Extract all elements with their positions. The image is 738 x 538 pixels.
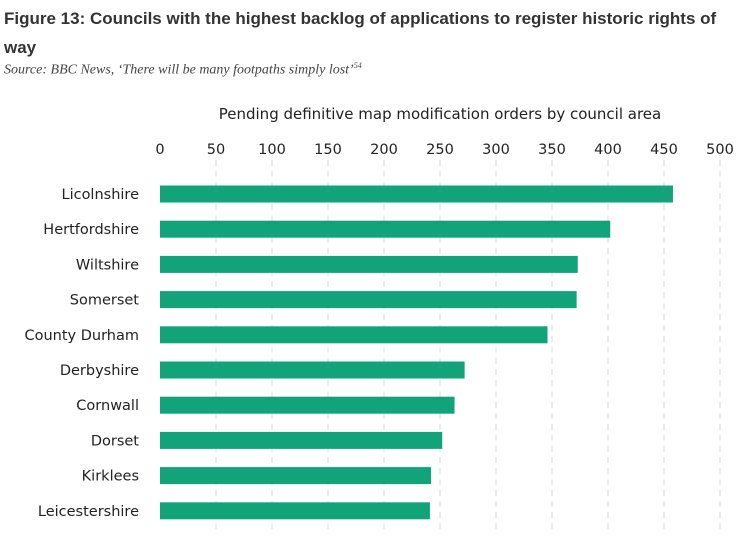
category-label: Derbyshire	[60, 363, 139, 379]
x-tick-label: 50	[207, 142, 225, 158]
bar	[160, 185, 673, 203]
bar	[160, 326, 548, 344]
x-tick-label: 100	[258, 142, 286, 158]
bars	[160, 185, 673, 520]
bar	[160, 467, 432, 485]
category-labels: Licolnshire Hertfordshire Wiltshire Somerse…	[24, 187, 139, 520]
category-label: Wiltshire	[76, 257, 139, 273]
x-tick-label: 300	[482, 142, 510, 158]
category-label: Somerset	[70, 293, 140, 309]
x-tick-label: 150	[314, 142, 342, 158]
x-tick-label: 500	[706, 142, 734, 158]
source-footnote: 54	[353, 61, 362, 70]
x-tick-label: 400	[594, 142, 622, 158]
category-label: Leicestershire	[38, 504, 139, 520]
x-axis-ticks: 0 50 100 150 200 250 300 350 400 450 500	[155, 142, 733, 158]
bar	[160, 361, 465, 379]
bar	[160, 431, 443, 449]
category-label: Kirklees	[82, 469, 139, 485]
category-label: Hertfordshire	[43, 222, 139, 238]
x-tick-label: 450	[650, 142, 678, 158]
x-tick-label: 250	[426, 142, 454, 158]
x-tick-label: 0	[155, 142, 164, 158]
bar	[160, 255, 578, 273]
category-label: Dorset	[91, 433, 139, 449]
bar	[160, 502, 430, 520]
chart-title: Pending definitive map modification orde…	[219, 105, 661, 123]
category-label: Cornwall	[76, 398, 139, 414]
source-text: Source: BBC News, ‘There will be many fo…	[4, 62, 354, 78]
category-label: Licolnshire	[61, 187, 139, 203]
category-label: County Durham	[24, 328, 139, 344]
x-tick-label: 200	[370, 142, 398, 158]
figure-source: Source: BBC News, ‘There will be many fo…	[4, 61, 362, 79]
bar	[160, 291, 577, 309]
figure-title: Figure 13: Councils with the highest bac…	[4, 9, 717, 57]
bar	[160, 220, 611, 238]
x-tick-label: 350	[538, 142, 566, 158]
bar	[160, 396, 455, 414]
